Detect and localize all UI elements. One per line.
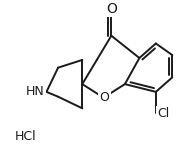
Text: O: O xyxy=(100,91,110,104)
Text: HN: HN xyxy=(26,85,45,98)
Text: O: O xyxy=(106,2,117,16)
Text: HCl: HCl xyxy=(15,130,36,143)
Text: Cl: Cl xyxy=(157,107,169,120)
